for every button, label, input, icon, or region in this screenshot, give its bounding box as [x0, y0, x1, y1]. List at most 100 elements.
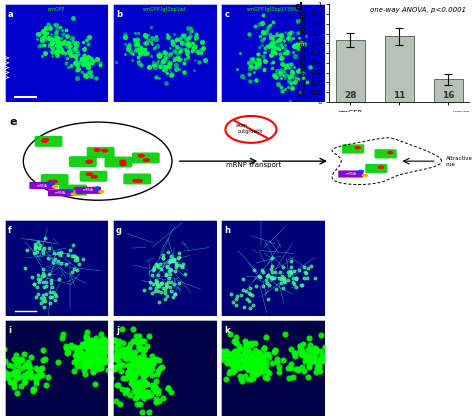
Point	[245, 60, 253, 67]
Point	[104, 341, 112, 348]
Point	[131, 362, 139, 369]
Point	[80, 53, 88, 60]
Point	[300, 351, 308, 358]
Point	[271, 348, 278, 355]
Point	[133, 389, 141, 396]
Point	[264, 351, 272, 357]
Point	[246, 284, 254, 291]
Point	[40, 42, 47, 48]
Point	[91, 360, 99, 367]
Point	[325, 341, 333, 348]
Point	[42, 24, 50, 31]
Point	[71, 265, 78, 272]
Point	[84, 53, 92, 60]
Point	[132, 42, 139, 49]
Point	[175, 250, 182, 257]
Point	[35, 367, 42, 373]
Point	[164, 384, 172, 391]
Point	[139, 372, 147, 379]
Point	[266, 31, 274, 37]
Point	[249, 55, 256, 62]
Point	[64, 41, 72, 47]
Point	[288, 79, 295, 86]
Point	[137, 401, 144, 408]
Point	[75, 353, 82, 360]
Point	[312, 349, 319, 356]
Point	[243, 355, 250, 362]
Point	[2, 372, 9, 379]
Point	[229, 352, 237, 359]
Point	[285, 272, 293, 278]
Point	[126, 47, 134, 54]
Point	[177, 39, 185, 46]
Point	[73, 255, 81, 261]
Point	[112, 59, 119, 66]
Point	[176, 36, 183, 42]
Point	[45, 374, 52, 381]
Point	[138, 346, 146, 352]
Point	[32, 365, 40, 372]
Point	[303, 275, 310, 281]
Point	[161, 296, 169, 302]
Point	[254, 356, 262, 363]
Point	[243, 340, 250, 347]
Point	[9, 363, 17, 370]
Circle shape	[93, 148, 101, 152]
Point	[273, 67, 281, 74]
Point	[80, 357, 87, 364]
Point	[55, 276, 63, 282]
Point	[56, 43, 64, 50]
Point	[41, 28, 49, 35]
Point	[151, 288, 159, 294]
Point	[22, 362, 30, 368]
Point	[194, 48, 201, 55]
Point	[83, 356, 91, 362]
Point	[20, 351, 27, 358]
Point	[126, 341, 133, 347]
Point	[25, 373, 32, 379]
Point	[128, 379, 136, 386]
Circle shape	[48, 181, 55, 185]
Point	[222, 348, 229, 354]
Point	[222, 376, 229, 383]
Point	[170, 294, 177, 300]
Point	[63, 32, 70, 39]
Point	[177, 56, 184, 63]
Point	[12, 358, 19, 365]
Point	[280, 68, 288, 75]
Point	[93, 56, 100, 63]
Point	[62, 26, 69, 33]
Point	[134, 381, 142, 388]
Point	[268, 47, 275, 54]
Point	[45, 41, 53, 47]
Point	[109, 345, 116, 352]
Point	[255, 360, 262, 367]
Point	[191, 36, 199, 42]
Point	[230, 338, 238, 345]
Point	[116, 338, 123, 344]
Point	[115, 362, 123, 369]
Point	[171, 257, 178, 263]
Point	[255, 62, 263, 69]
Point	[228, 358, 236, 365]
Point	[127, 367, 135, 374]
Point	[148, 372, 156, 378]
Point	[125, 345, 132, 352]
Point	[279, 263, 287, 270]
Point	[237, 375, 245, 382]
Point	[55, 48, 62, 55]
Point	[66, 47, 73, 54]
Point	[90, 349, 97, 356]
Point	[291, 52, 299, 59]
Point	[76, 350, 83, 357]
Point	[160, 56, 167, 63]
Circle shape	[358, 170, 365, 173]
Point	[244, 348, 251, 355]
Point	[94, 356, 102, 363]
Point	[85, 61, 92, 68]
Point	[125, 367, 133, 373]
Point	[181, 45, 189, 52]
Point	[293, 67, 301, 74]
Point	[46, 300, 54, 307]
Bar	[434, 79, 463, 102]
